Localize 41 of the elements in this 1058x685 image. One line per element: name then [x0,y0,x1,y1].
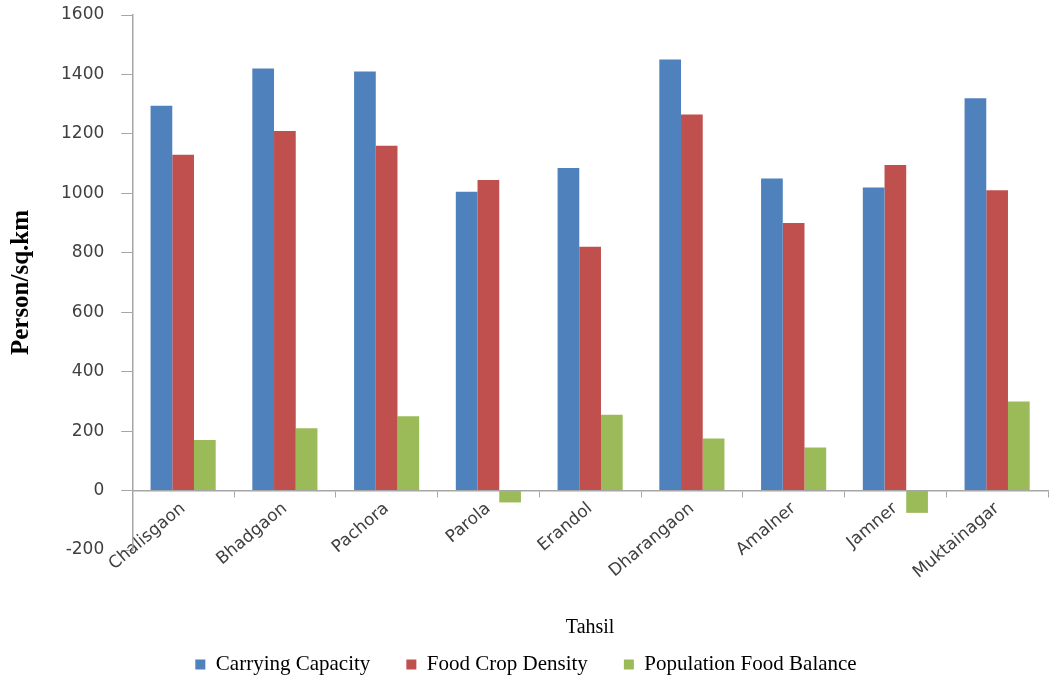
bar [579,246,601,491]
bar [702,438,725,491]
bar [862,187,885,491]
bar [884,165,907,491]
y-tick-label: 600 [71,300,105,321]
bar [681,114,703,491]
y-tick-label: 200 [71,419,105,440]
bar [1007,401,1030,491]
bar [375,145,398,491]
y-tick-label: 1000 [61,181,105,202]
bar [782,223,805,491]
y-axis-title: Person/sq.km [6,209,34,356]
legend-label: Food Crop Density [426,651,589,676]
bar [354,71,376,491]
bar [252,68,275,491]
y-tick-label: 1400 [61,62,105,83]
bar [477,179,500,491]
bar [274,130,296,491]
bar [804,447,827,491]
y-tick-label: 800 [71,241,105,262]
y-tick-label: 0 [93,478,105,499]
legend-label: Carrying Capacity [215,651,371,676]
bar [761,178,783,491]
bar [150,105,173,491]
bar [397,416,420,491]
bar [964,98,987,491]
bar [557,168,580,491]
bar [193,440,216,491]
bar [455,191,478,491]
legend-label: Population Food Balance [644,651,857,676]
bar [600,414,623,491]
x-axis-title: Tahsil [565,615,615,638]
bar [499,491,521,503]
y-tick-label: -200 [65,538,105,559]
y-tick-label: 1200 [61,122,105,143]
bar [295,428,318,491]
bar [659,59,682,491]
y-tick-label: 1600 [61,3,105,24]
bar [172,154,194,491]
bar [986,190,1008,491]
y-tick-label: 400 [71,360,105,381]
